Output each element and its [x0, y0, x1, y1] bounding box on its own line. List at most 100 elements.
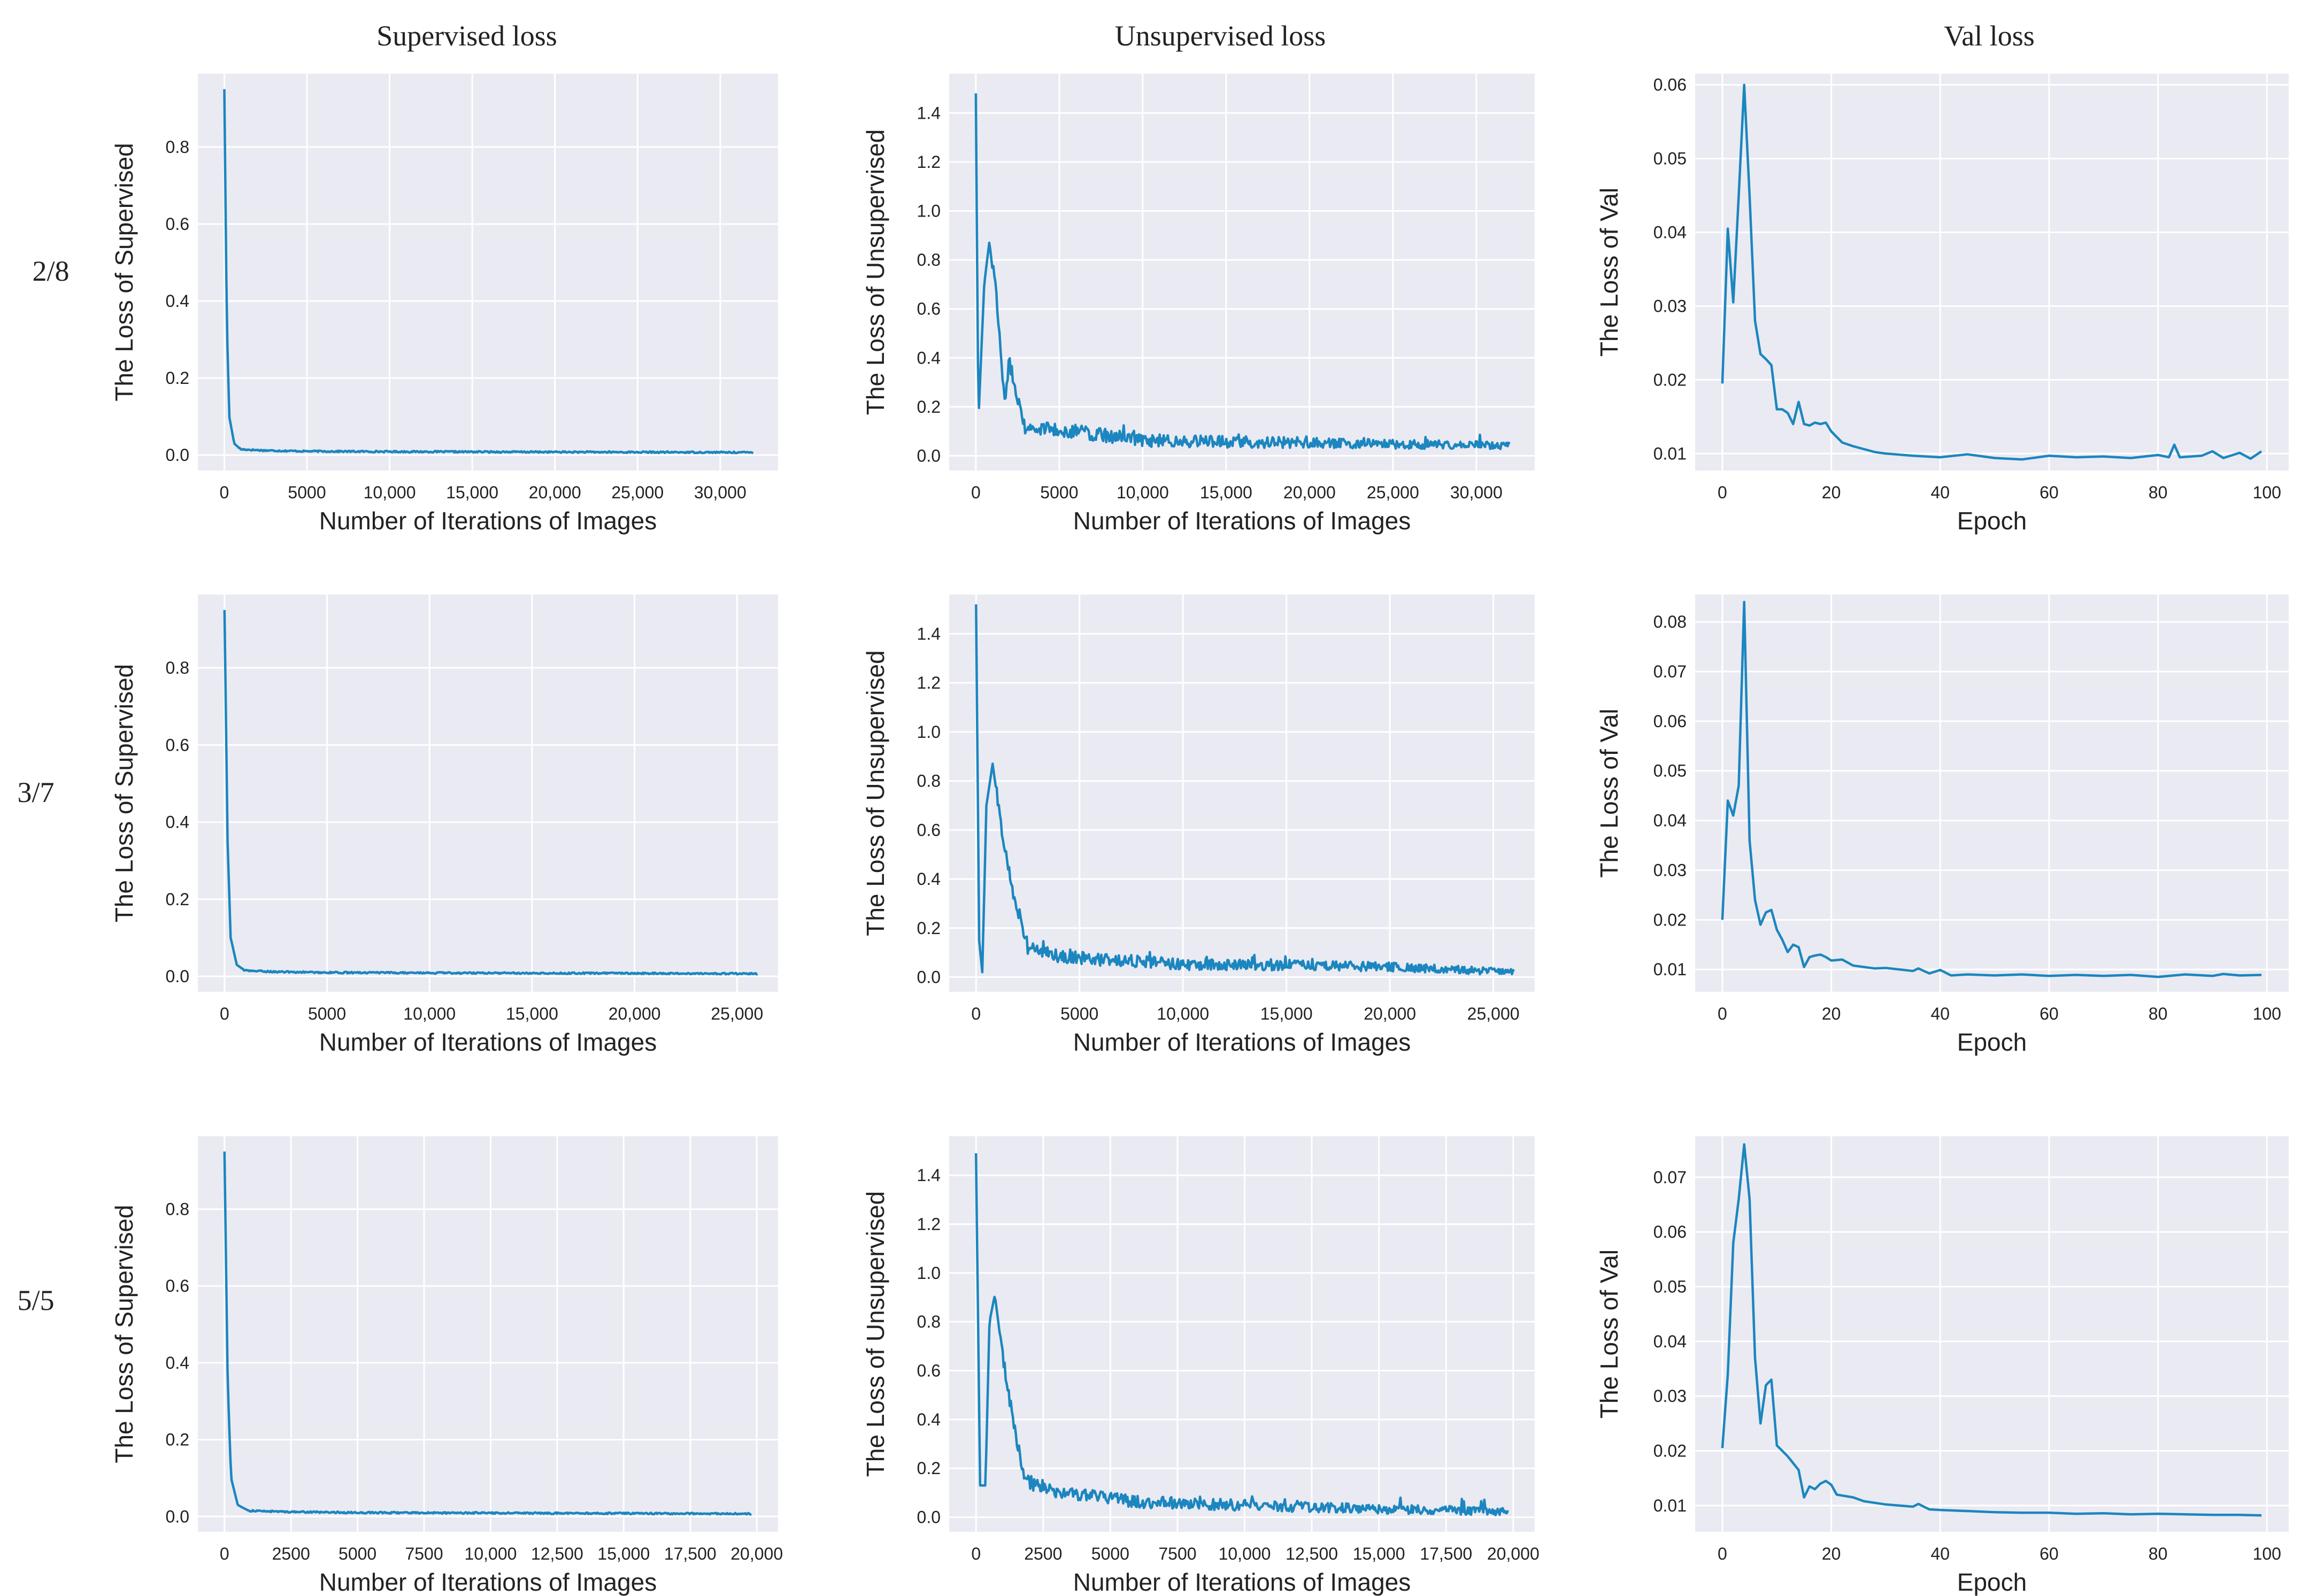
chart-2-8-unsupervised-loss: 0 5000 10,000 15,000 20,000 25,000 30,000 0.0 0.… [861, 74, 1535, 535]
y-tick-label: 1.2 [917, 152, 941, 172]
x-tick-label: 10,000 [403, 1004, 456, 1023]
x-tick-label: 60 [2040, 483, 2059, 502]
y-tick-label: 0.05 [1653, 761, 1687, 781]
x-tick-label: 5000 [1091, 1544, 1129, 1563]
y-tick-label: 0.03 [1653, 860, 1687, 880]
x-tick-label: 5000 [288, 483, 326, 502]
y-tick-label: 1.4 [917, 1166, 941, 1185]
y-tick-label: 0.2 [917, 919, 941, 938]
y-tick-label: 1.0 [917, 201, 941, 220]
x-tick-label: 20 [1822, 483, 1841, 502]
column-title-supervised: Supervised loss [376, 20, 557, 52]
y-tick-label: 0.4 [166, 813, 189, 832]
plot-area [949, 1136, 1535, 1532]
x-tick-label: 12,500 [531, 1544, 583, 1563]
y-tick-label: 0.05 [1653, 1277, 1687, 1296]
chart-3-7-supervised-loss: 0 5000 10,000 15,000 20,000 25,000 0.0 0.2 0.4 0.… [110, 595, 778, 1056]
y-tick-label: 0.06 [1653, 712, 1687, 731]
y-tick-label: 0.08 [1653, 612, 1687, 631]
y-axis-label: The Loss of Val [1595, 708, 1623, 877]
y-tick-label: 0.0 [166, 1507, 189, 1526]
y-tick-label: 0.06 [1653, 1222, 1687, 1242]
x-tick-label: 5000 [308, 1004, 346, 1023]
series-line [223, 610, 758, 976]
x-tick-label: 10,000 [1157, 1004, 1209, 1023]
x-tick-label: 40 [1930, 1544, 1950, 1563]
x-tick-label: 2500 [1024, 1544, 1062, 1563]
x-tick-label: 60 [2040, 1004, 2059, 1023]
series-line [974, 1153, 1509, 1516]
x-tick-label: 15,000 [597, 1544, 650, 1563]
y-tick-label: 0.2 [917, 397, 941, 417]
y-axis-label: The Loss of Supervised [110, 664, 138, 922]
y-tick-label: 0.01 [1653, 444, 1687, 463]
y-tick-label: 0.2 [166, 890, 189, 909]
y-tick-label: 0.01 [1653, 1496, 1687, 1515]
x-tick-label: 100 [2253, 1544, 2281, 1563]
x-tick-label: 25,000 [711, 1004, 763, 1023]
x-tick-label: 10,000 [1219, 1544, 1271, 1563]
plot-area [198, 1136, 778, 1532]
chart-panels: 0 5000 10,000 15,000 20,000 25,000 30,000 0.0 0.… [110, 74, 2289, 1596]
x-tick-label: 10,000 [1117, 483, 1169, 502]
y-axis-label: The Loss of Unsupervised [861, 650, 889, 936]
y-tick-label: 0.6 [917, 299, 941, 319]
x-axis-label: Epoch [1957, 507, 2027, 535]
y-tick-label: 0.05 [1653, 149, 1687, 168]
series-line [223, 89, 754, 454]
y-tick-label: 1.2 [917, 673, 941, 692]
x-tick-label: 0 [220, 483, 229, 502]
y-tick-label: 0.0 [917, 1508, 941, 1527]
y-tick-label: 0.6 [917, 820, 941, 839]
y-tick-label: 0.04 [1653, 811, 1687, 830]
x-tick-label: 20 [1822, 1544, 1841, 1563]
plot-area [1695, 74, 2289, 471]
x-tick-label: 0 [971, 1004, 981, 1023]
x-tick-label: 30,000 [1450, 483, 1503, 502]
y-tick-label: 0.04 [1653, 1332, 1687, 1351]
series-line [1721, 600, 2262, 978]
plot-area [198, 595, 778, 992]
y-tick-label: 0.0 [917, 967, 941, 986]
y-tick-label: 0.8 [166, 658, 189, 677]
y-tick-label: 0.07 [1653, 662, 1687, 681]
y-tick-label: 0.2 [166, 1430, 189, 1449]
y-tick-label: 0.6 [166, 735, 189, 754]
y-tick-label: 0.03 [1653, 296, 1687, 315]
y-axis-label: The Loss of Supervised [110, 1205, 138, 1463]
x-tick-label: 0 [220, 1544, 229, 1563]
y-axis-label: The Loss of Val [1595, 188, 1623, 357]
y-tick-label: 0.6 [166, 214, 189, 234]
x-tick-label: 20 [1822, 1004, 1841, 1023]
x-tick-label: 20,000 [730, 1544, 783, 1563]
row-label-3-7: 3/7 [17, 776, 54, 808]
y-tick-label: 1.0 [917, 1263, 941, 1283]
x-tick-label: 100 [2253, 483, 2281, 502]
y-tick-label: 0.0 [166, 445, 189, 465]
x-tick-label: 7500 [1158, 1544, 1196, 1563]
x-tick-label: 25,000 [1367, 483, 1419, 502]
y-axis-label: The Loss of Val [1595, 1250, 1623, 1418]
x-axis-label: Epoch [1957, 1028, 2027, 1056]
x-tick-label: 60 [2040, 1544, 2059, 1563]
series-line [974, 93, 1511, 451]
y-tick-label: 1.2 [917, 1214, 941, 1233]
series-line [223, 1151, 752, 1516]
y-tick-label: 0.4 [917, 869, 941, 889]
y-tick-label: 0.2 [917, 1459, 941, 1478]
y-tick-label: 0.02 [1653, 370, 1687, 389]
x-tick-label: 20,000 [1283, 483, 1336, 502]
y-tick-label: 1.4 [917, 103, 941, 122]
series-line [1721, 1143, 2262, 1517]
y-tick-label: 0.4 [166, 1353, 189, 1373]
y-tick-label: 0.8 [917, 1312, 941, 1331]
x-tick-label: 100 [2253, 1004, 2281, 1023]
x-tick-label: 80 [2149, 1004, 2168, 1023]
column-title-unsupervised: Unsupervised loss [1115, 20, 1326, 52]
x-tick-label: 20,000 [529, 483, 581, 502]
series-line [1721, 83, 2262, 461]
x-tick-label: 0 [971, 1544, 981, 1563]
y-tick-label: 0.04 [1653, 223, 1687, 242]
x-tick-label: 5000 [1040, 483, 1078, 502]
x-tick-label: 15,000 [1353, 1544, 1405, 1563]
